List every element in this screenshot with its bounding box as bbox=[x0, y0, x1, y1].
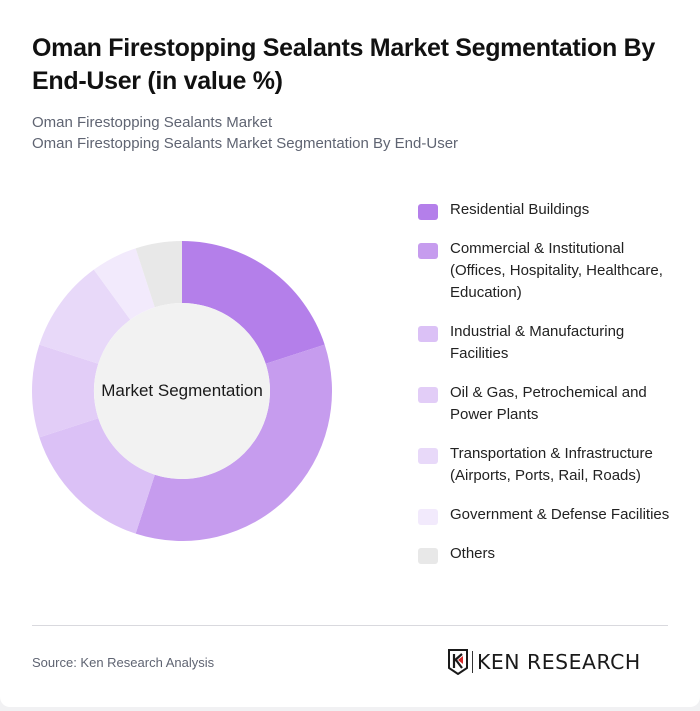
legend-item: Commercial & Institutional (Offices, Hos… bbox=[418, 238, 683, 304]
legend: Residential Buildings Commercial & Insti… bbox=[418, 199, 683, 582]
donut-hole bbox=[94, 303, 270, 479]
legend-label: Oil & Gas, Petrochemical and Power Plant… bbox=[450, 384, 647, 423]
donut-chart: Market Segmentation bbox=[32, 241, 332, 541]
legend-swatch-icon bbox=[418, 387, 438, 403]
source-note: Source: Ken Research Analysis bbox=[32, 655, 215, 670]
legend-item: Oil & Gas, Petrochemical and Power Plant… bbox=[418, 382, 683, 426]
legend-swatch-icon bbox=[418, 326, 438, 342]
logo-text: KEN RESEARCH bbox=[477, 650, 641, 674]
donut-svg bbox=[32, 241, 332, 541]
page-title: Oman Firestopping Sealants Market Segmen… bbox=[32, 34, 655, 95]
logo-divider bbox=[472, 651, 473, 673]
ken-shield-icon bbox=[448, 649, 468, 675]
breadcrumb: Oman Firestopping Sealants Market Oman F… bbox=[32, 112, 458, 154]
legend-item: Transportation & Infrastructure (Airport… bbox=[418, 443, 683, 487]
legend-item: Government & Defense Facilities bbox=[418, 504, 683, 526]
legend-label: Government & Defense Facilities bbox=[450, 506, 670, 523]
legend-swatch-icon bbox=[418, 243, 438, 259]
breadcrumb-market: Oman Firestopping Sealants Market bbox=[32, 114, 273, 131]
donut-slice bbox=[93, 248, 155, 320]
donut-slice bbox=[182, 241, 325, 364]
ken-research-logo: KEN RESEARCH bbox=[448, 648, 641, 676]
donut-slice bbox=[135, 344, 332, 541]
donut-slice bbox=[32, 344, 99, 438]
legend-label: Commercial & Institutional (Offices, Hos… bbox=[450, 240, 663, 301]
breadcrumb-segmentation: Oman Firestopping Sealants Market Segmen… bbox=[32, 135, 459, 152]
legend-label: Industrial & Manufacturing Facilities bbox=[450, 323, 625, 362]
legend-label: Transportation & Infrastructure (Airport… bbox=[450, 445, 653, 484]
legend-label: Residential Buildings bbox=[450, 201, 590, 218]
donut-center-label: Market Segmentation bbox=[101, 381, 263, 400]
donut-slice bbox=[135, 241, 182, 308]
legend-item: Residential Buildings bbox=[418, 199, 683, 221]
legend-swatch-icon bbox=[418, 204, 438, 220]
legend-swatch-icon bbox=[418, 448, 438, 464]
legend-item: Industrial & Manufacturing Facilities bbox=[418, 321, 683, 365]
legend-swatch-icon bbox=[418, 509, 438, 525]
legend-label: Others bbox=[450, 545, 496, 562]
footer-divider bbox=[32, 625, 668, 626]
legend-swatch-icon bbox=[418, 548, 438, 564]
donut-slice bbox=[39, 269, 131, 364]
donut-slice bbox=[39, 418, 155, 534]
legend-item: Others bbox=[418, 543, 683, 565]
